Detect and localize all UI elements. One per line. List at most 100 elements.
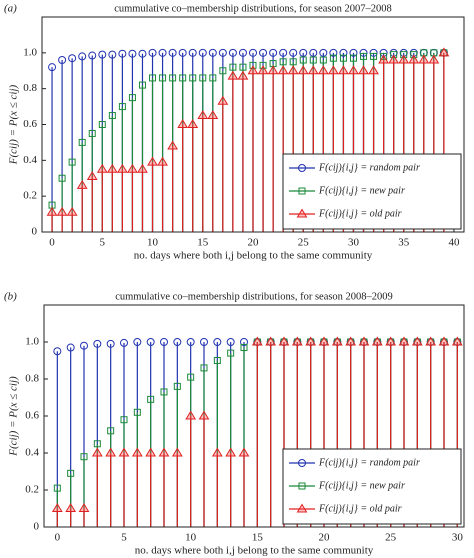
legend-marker bbox=[298, 187, 306, 195]
x-tick-label: 30 bbox=[452, 532, 464, 544]
stem-marker bbox=[410, 51, 418, 59]
stem-marker bbox=[269, 48, 278, 57]
stem-marker bbox=[240, 344, 248, 352]
stem-marker bbox=[329, 54, 337, 62]
x-axis-label: no. days where both i,j belong to the sa… bbox=[134, 250, 373, 262]
stem-marker bbox=[349, 54, 357, 62]
stem-marker bbox=[209, 74, 217, 82]
stem-marker bbox=[107, 427, 115, 435]
panel-label: (b) bbox=[4, 291, 17, 303]
y-tick-label: 1.0 bbox=[25, 336, 39, 348]
legend-label: F(cij){i,j} = new pair bbox=[318, 185, 405, 196]
stem-marker bbox=[88, 129, 96, 137]
stem-marker bbox=[218, 48, 227, 57]
stem-marker bbox=[359, 48, 368, 57]
stem-marker bbox=[108, 50, 117, 59]
stem-marker bbox=[66, 206, 78, 216]
x-tick-label: 40 bbox=[448, 237, 460, 249]
x-tick-label: 25 bbox=[298, 237, 310, 249]
stem-marker bbox=[259, 61, 267, 69]
stem-marker bbox=[249, 61, 257, 69]
stem-marker bbox=[371, 336, 383, 346]
x-tick-label: 0 bbox=[49, 237, 55, 249]
stem-marker bbox=[400, 51, 408, 59]
stem-marker bbox=[128, 94, 136, 102]
panel-label: (a) bbox=[4, 3, 17, 15]
stem-marker bbox=[98, 121, 106, 128]
stem-marker bbox=[106, 339, 115, 348]
stem-marker bbox=[78, 52, 87, 61]
stem-marker bbox=[227, 349, 235, 357]
stem-marker bbox=[219, 67, 227, 75]
stem-marker bbox=[46, 206, 58, 216]
stem-marker bbox=[200, 364, 208, 372]
legend-marker bbox=[298, 459, 306, 467]
stem-marker bbox=[158, 48, 167, 57]
stem-marker bbox=[58, 174, 66, 182]
y-tick-label: 0 bbox=[32, 226, 38, 238]
y-axis-label: F(cij) = P(x ≤ cij) bbox=[8, 84, 20, 165]
stem-marker bbox=[158, 447, 170, 457]
stem-marker bbox=[228, 48, 237, 57]
stem-marker bbox=[438, 336, 450, 346]
stem-marker bbox=[137, 163, 148, 173]
x-tick-label: 5 bbox=[121, 532, 127, 544]
stem-marker bbox=[76, 179, 88, 189]
y-tick-label: 0.8 bbox=[23, 82, 37, 94]
stem-marker bbox=[299, 56, 307, 64]
stem-marker bbox=[48, 63, 57, 72]
stem-marker bbox=[98, 50, 107, 59]
stem-marker bbox=[120, 416, 128, 424]
stem-marker bbox=[188, 48, 197, 57]
stem-marker bbox=[58, 56, 67, 64]
stem-marker bbox=[418, 54, 430, 64]
stem-marker bbox=[133, 408, 141, 416]
legend-label: F(cij){i,j} = random pair bbox=[318, 457, 420, 468]
stem-marker bbox=[259, 48, 268, 57]
stem-marker bbox=[369, 48, 378, 57]
stem-marker bbox=[229, 63, 237, 71]
stem-marker bbox=[178, 48, 187, 57]
y-tick-label: 0.2 bbox=[23, 190, 37, 202]
stem-marker bbox=[309, 48, 318, 57]
stem-marker bbox=[147, 156, 158, 166]
stem-marker bbox=[267, 65, 279, 75]
stem-marker bbox=[428, 54, 440, 64]
stem-marker bbox=[217, 95, 229, 105]
legend-label: F(cij){i,j} = new pair bbox=[318, 480, 405, 491]
stem-marker bbox=[317, 65, 329, 75]
stem-marker bbox=[187, 373, 195, 381]
stem-marker bbox=[96, 163, 108, 173]
legend-marker bbox=[298, 482, 306, 490]
stem-marker bbox=[160, 388, 168, 396]
stem-marker bbox=[265, 336, 277, 346]
stem-marker bbox=[380, 52, 388, 60]
stem-marker bbox=[378, 54, 390, 64]
stem-marker bbox=[171, 447, 183, 457]
stem-marker bbox=[213, 357, 221, 364]
stem-marker bbox=[167, 140, 179, 150]
y-tick-label: 0.6 bbox=[25, 410, 39, 422]
stem-marker bbox=[106, 163, 118, 173]
stem-marker bbox=[51, 503, 63, 512]
stem-marker bbox=[149, 74, 157, 82]
plot-frame bbox=[41, 16, 465, 233]
stem-marker bbox=[238, 447, 250, 457]
stem-marker bbox=[331, 336, 343, 346]
stem-marker bbox=[197, 110, 209, 120]
stem-marker bbox=[147, 395, 155, 403]
stem-marker bbox=[78, 138, 86, 146]
stem-marker bbox=[238, 48, 247, 57]
stem-marker bbox=[189, 74, 197, 82]
stem-marker bbox=[309, 56, 317, 64]
stem-marker bbox=[388, 54, 400, 64]
stem-marker bbox=[345, 336, 357, 346]
stem-marker bbox=[305, 336, 317, 346]
stem-marker bbox=[348, 65, 359, 75]
stem-marker bbox=[185, 410, 197, 420]
stem-marker bbox=[116, 163, 128, 173]
stem-marker bbox=[239, 63, 247, 71]
chart-title: cummulative co–membership distributions,… bbox=[114, 3, 392, 14]
stem-marker bbox=[93, 339, 102, 348]
stem-marker bbox=[227, 70, 239, 80]
